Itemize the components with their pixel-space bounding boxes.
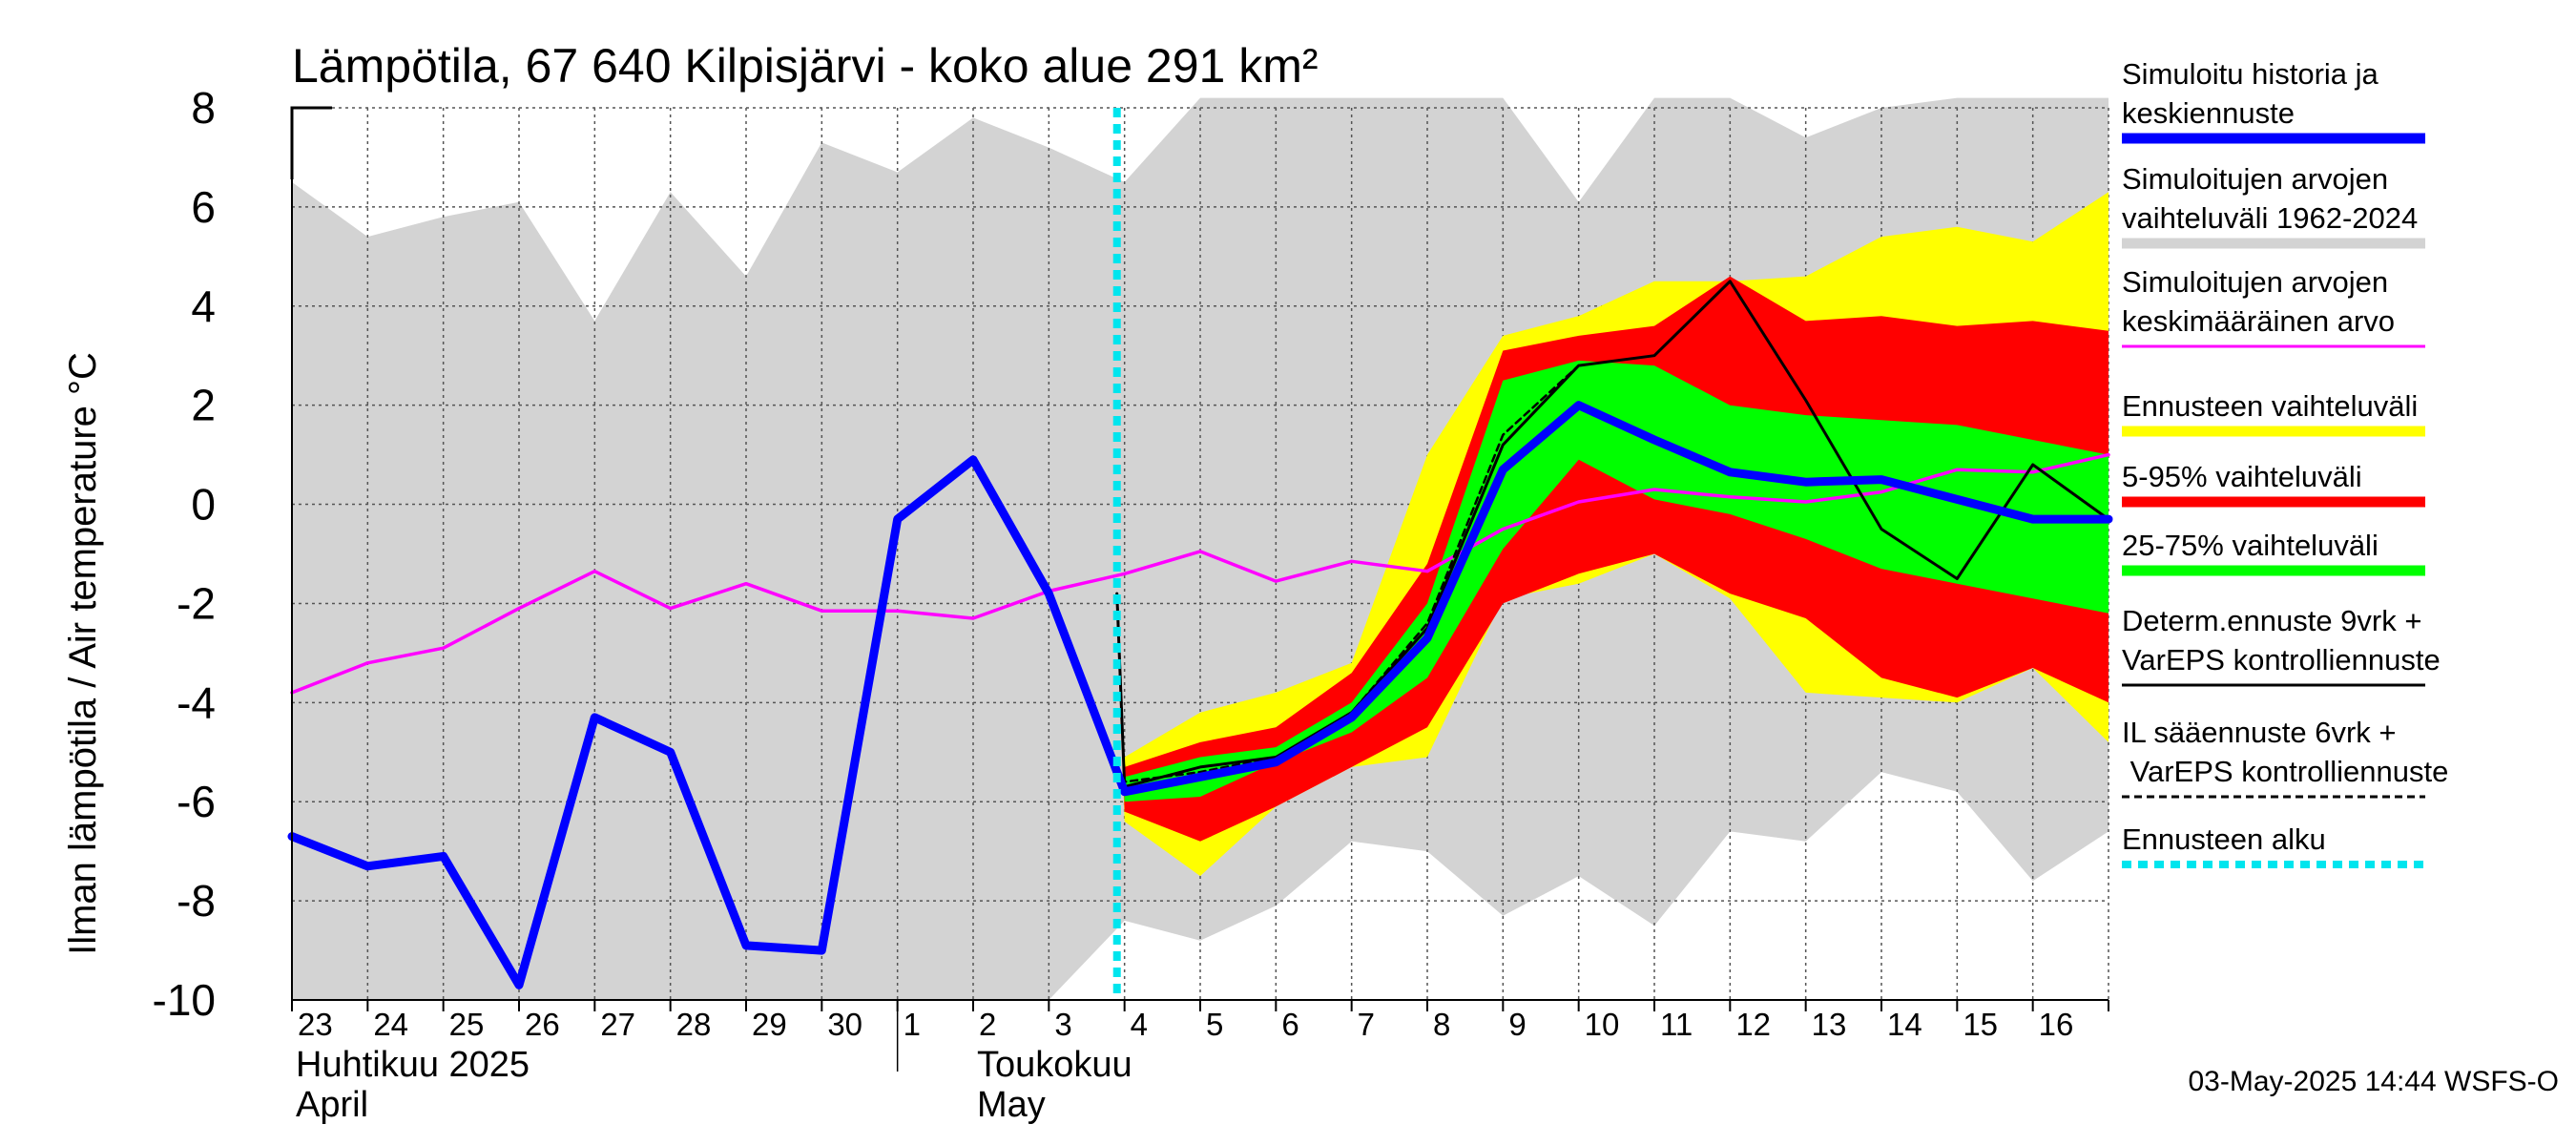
month-label-en: April — [296, 1085, 368, 1125]
y-tick-label: -8 — [177, 876, 216, 926]
legend-label: 25-75% vaihteluväli — [2122, 529, 2379, 562]
x-tick-label: 12 — [1735, 1007, 1771, 1042]
legend-label: 5-95% vaihteluväli — [2122, 460, 2362, 493]
band-25-75 — [1116, 360, 2109, 802]
x-tick-label: 27 — [600, 1007, 635, 1042]
x-tick-label: 2 — [979, 1007, 996, 1042]
x-tick-label: 16 — [2039, 1007, 2074, 1042]
legend-label: Simuloitujen arvojen keskimääräinen arvo — [2122, 265, 2395, 338]
y-tick-label: 0 — [191, 480, 216, 530]
line-mean — [290, 452, 2110, 695]
legend-label: Ennusteen vaihteluväli — [2122, 389, 2418, 423]
legend-item: Ennusteen vaihteluväli — [2122, 389, 2425, 437]
legend-item: 25-75% vaihteluväli — [2122, 529, 2425, 576]
x-tick-label: 8 — [1433, 1007, 1450, 1042]
y-axis-label: Ilman lämpötila / Air temperature °C — [62, 352, 104, 955]
y-tick-label: -10 — [153, 975, 216, 1025]
x-tick-label: 4 — [1131, 1007, 1148, 1042]
legend-label: Simuloitu historia ja keskiennuste — [2122, 57, 2379, 130]
legend-item: Simuloitujen arvojen vaihteluväli 1962-20… — [2122, 162, 2425, 249]
x-tick-label: 3 — [1054, 1007, 1071, 1042]
x-tick-label: 23 — [298, 1007, 333, 1042]
month-label-fi: Toukokuu — [977, 1045, 1132, 1085]
x-tick-label: 24 — [373, 1007, 408, 1042]
x-tick-label: 30 — [827, 1007, 862, 1042]
x-tick-label: 10 — [1585, 1007, 1620, 1042]
y-tick-label: 8 — [191, 83, 216, 133]
x-tick-label: 13 — [1812, 1007, 1847, 1042]
line-history-mean — [287, 401, 2113, 989]
x-tick-label: 6 — [1281, 1007, 1298, 1042]
y-tick-label: -4 — [177, 677, 216, 727]
x-tick-label: 15 — [1963, 1007, 1998, 1042]
x-tick-label: 25 — [449, 1007, 485, 1042]
x-tick-label: 5 — [1206, 1007, 1223, 1042]
legend-label: Ennusteen alku — [2122, 822, 2326, 856]
line-il-forecast — [1115, 364, 1580, 783]
legend-item: Simuloitujen arvojen keskimääräinen arvo — [2122, 265, 2425, 348]
legend-label: Determ.ennuste 9vrk + VarEPS kontrollienn… — [2122, 604, 2441, 677]
y-tick-label: 4 — [191, 281, 216, 331]
month-label-en: May — [977, 1085, 1046, 1125]
legend-item: IL sääennuste 6vrk + VarEPS kontrollienn… — [2122, 716, 2448, 799]
month-label-fi: Huhtikuu 2025 — [296, 1045, 530, 1085]
legend: Simuloitu historia ja keskiennuste Simuloi… — [2122, 57, 2448, 868]
x-tick-label: 26 — [525, 1007, 560, 1042]
x-tick-label: 28 — [676, 1007, 712, 1042]
legend-item: Simuloitu historia ja keskiennuste — [2122, 57, 2425, 144]
y-tick-label: 2 — [191, 381, 216, 430]
y-tick-label: -6 — [177, 777, 216, 826]
legend-item: Determ.ennuste 9vrk + VarEPS kontrollienn… — [2122, 604, 2441, 687]
plot-area — [287, 97, 2113, 1001]
legend-label: IL sääennuste 6vrk + VarEPS kontrollienn… — [2122, 716, 2448, 788]
y-tick-label: 6 — [191, 182, 216, 232]
legend-item: 5-95% vaihteluväli — [2122, 460, 2425, 508]
x-tick-label: 11 — [1660, 1007, 1693, 1042]
legend-item: Ennusteen alku — [2122, 822, 2425, 868]
chart-title: Lämpötila, 67 640 Kilpisjärvi - koko alu… — [292, 39, 1319, 93]
line-determ-forecast — [1115, 280, 2110, 789]
x-tick-label: 29 — [752, 1007, 787, 1042]
x-tick-label: 1 — [904, 1007, 921, 1042]
timestamp: 03-May-2025 14:44 WSFS-O — [2189, 1066, 2560, 1097]
legend-label: Simuloitujen arvojen vaihteluväli 1962-20… — [2122, 162, 2418, 235]
x-tick-label: 9 — [1508, 1007, 1526, 1042]
x-tick-label: 14 — [1887, 1007, 1922, 1042]
y-tick-label: -2 — [177, 578, 216, 628]
x-tick-label: 7 — [1358, 1007, 1375, 1042]
